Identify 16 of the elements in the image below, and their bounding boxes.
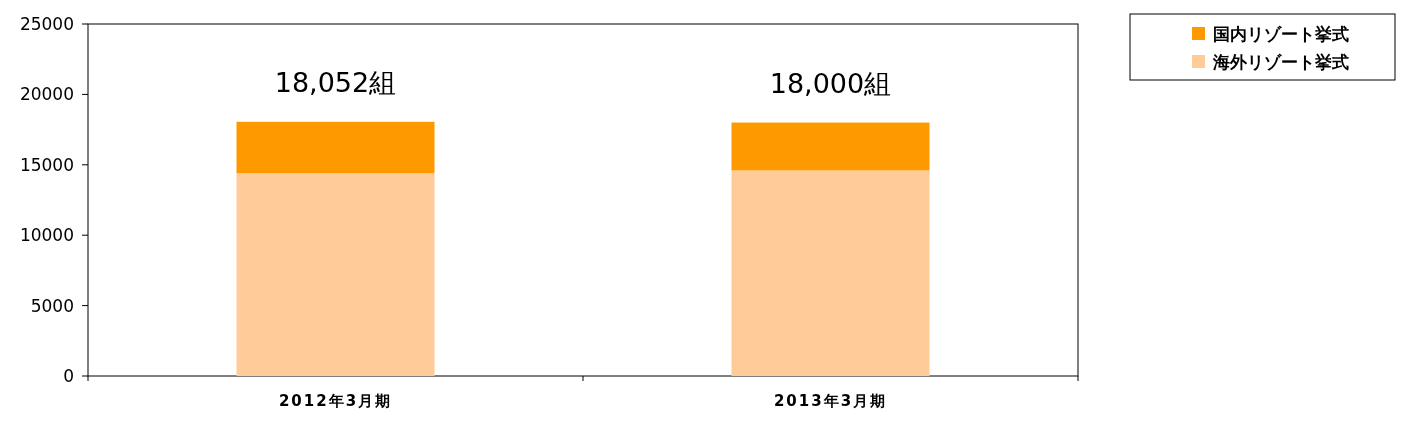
bar bbox=[731, 122, 930, 171]
y-tick-label: 25000 bbox=[19, 13, 74, 34]
x-tick-label: 2013年3月期 bbox=[773, 392, 888, 410]
y-tick-label: 10000 bbox=[19, 225, 74, 246]
total-label: 18,000組 bbox=[769, 67, 892, 99]
x-tick-label: 2012年3月期 bbox=[278, 392, 393, 410]
legend-label: 国内リゾート挙式 bbox=[1213, 23, 1349, 44]
bar bbox=[731, 170, 930, 376]
y-tick-label: 0 bbox=[63, 365, 74, 386]
bar bbox=[236, 173, 435, 376]
legend-label: 海外リゾート挙式 bbox=[1212, 51, 1349, 72]
y-tick-label: 5000 bbox=[30, 295, 74, 316]
y-tick-label: 20000 bbox=[19, 84, 74, 105]
total-label: 18,052組 bbox=[274, 66, 397, 98]
bar bbox=[236, 121, 435, 174]
y-tick-label: 15000 bbox=[19, 154, 74, 175]
